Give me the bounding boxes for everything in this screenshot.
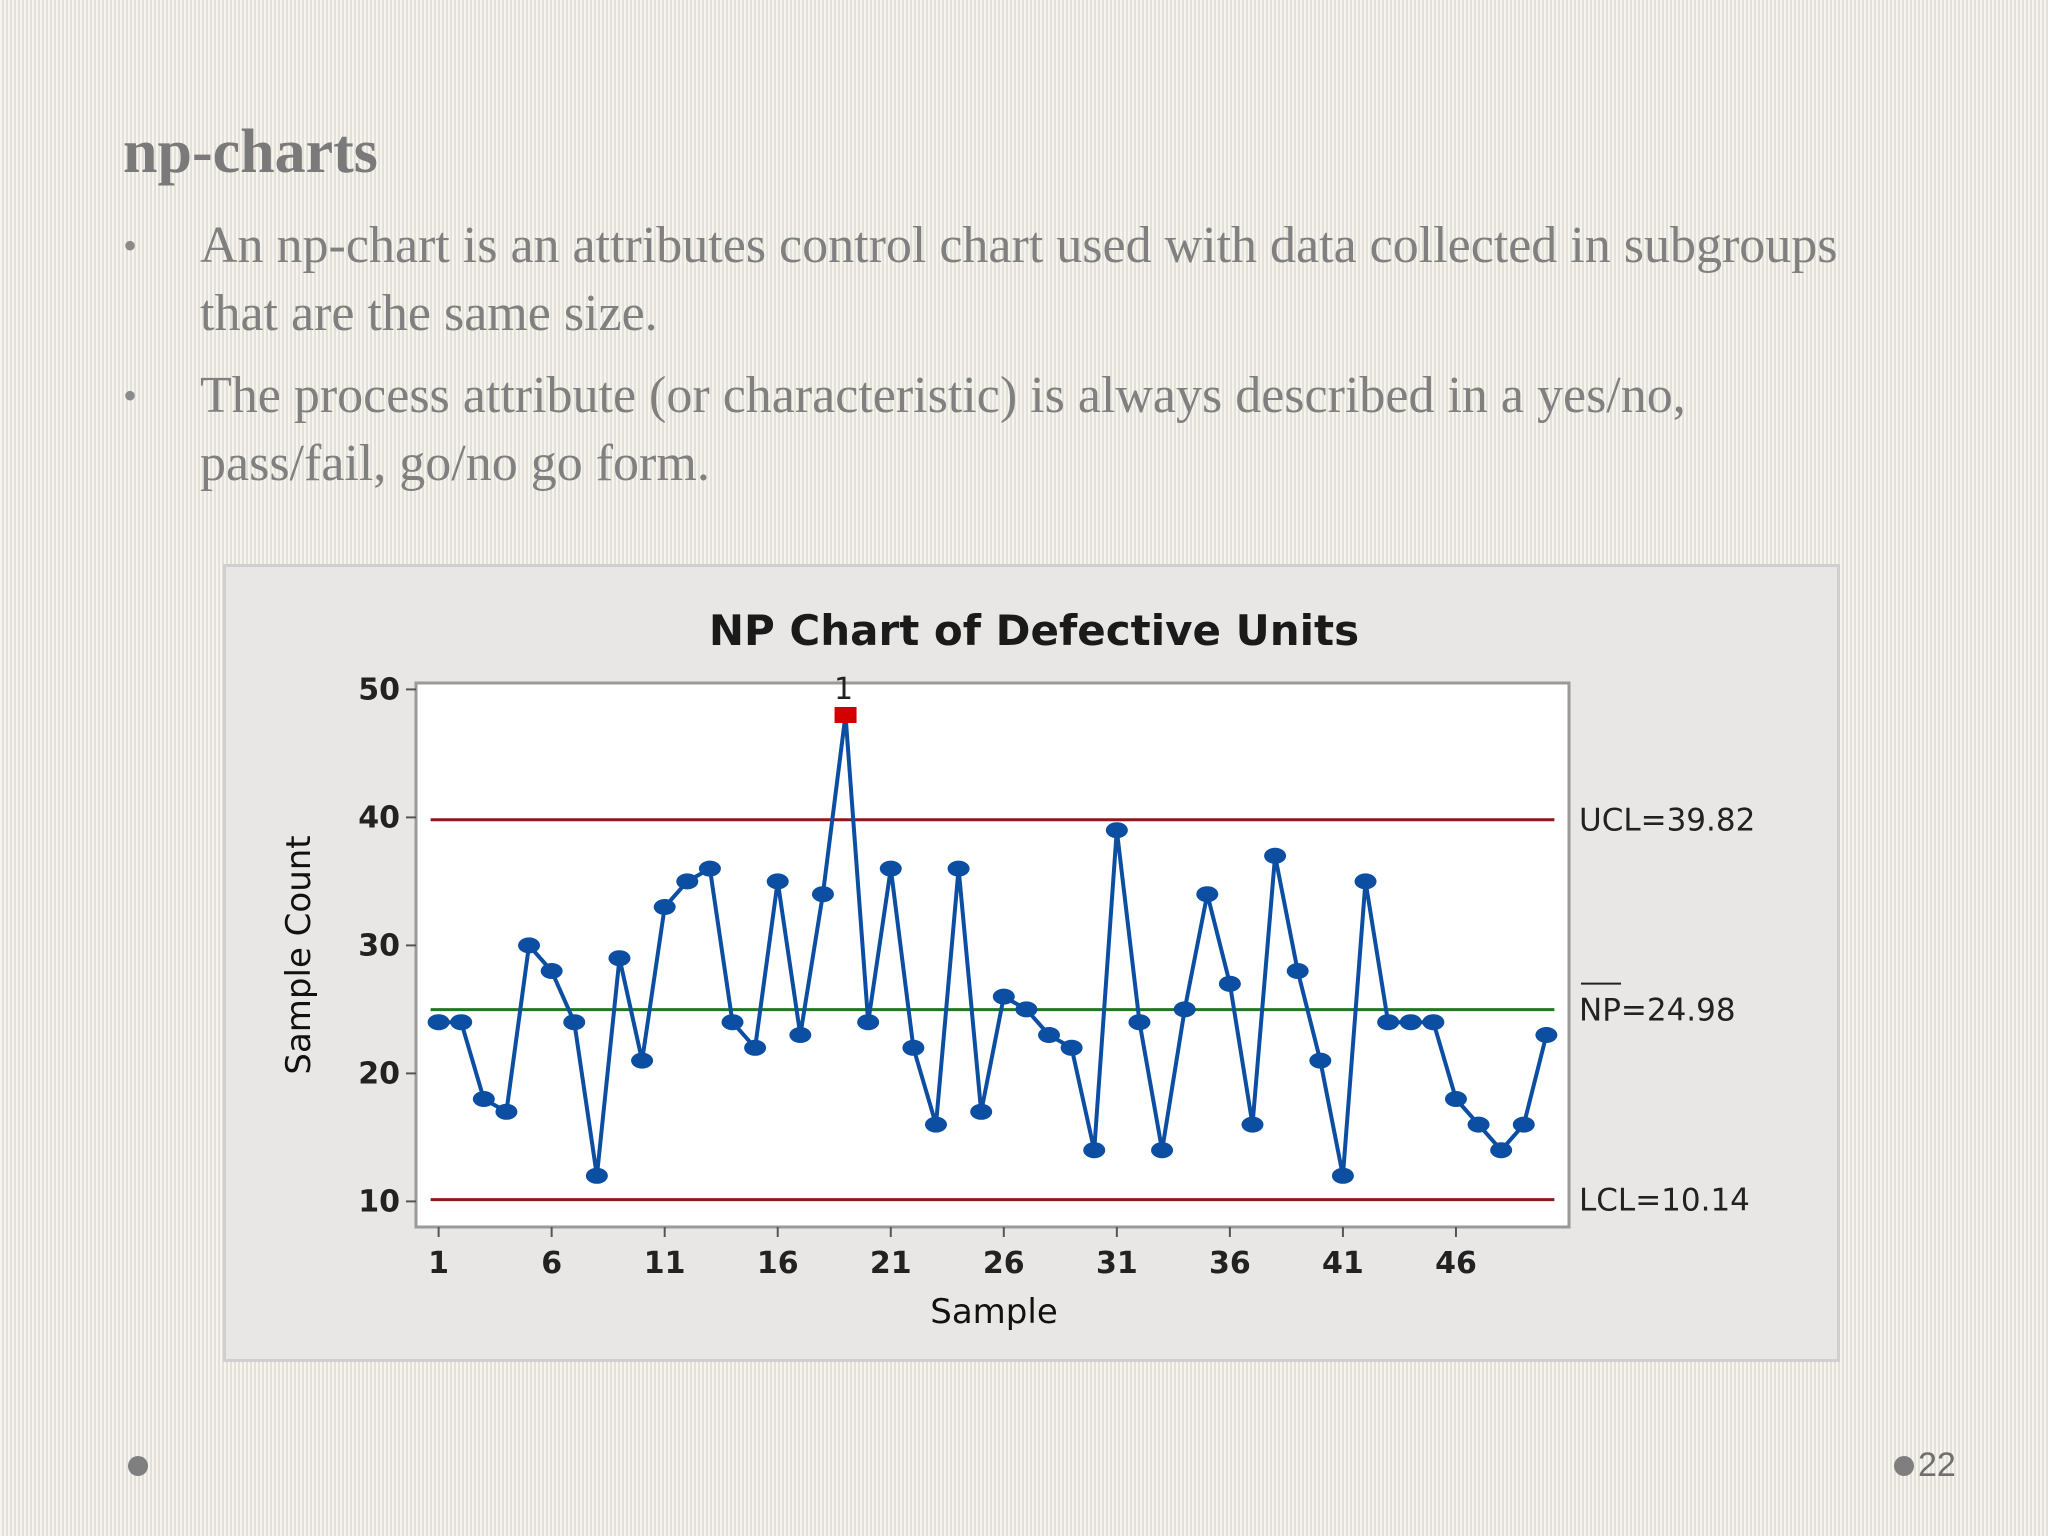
- x-tick-label: 26: [983, 1246, 1025, 1281]
- data-point: [1083, 1142, 1106, 1159]
- x-tick-label: 11: [644, 1246, 686, 1281]
- x-axis-label: Sample: [930, 1292, 1057, 1332]
- out-of-control-point: [834, 707, 857, 723]
- data-point: [1331, 1167, 1354, 1184]
- data-point: [1399, 1014, 1422, 1031]
- data-point: [811, 886, 834, 903]
- data-point: [518, 937, 541, 954]
- data-point: [653, 899, 676, 915]
- data-point: [879, 860, 902, 877]
- data-point: [585, 1167, 608, 1184]
- bullet-list: • An np-chart is an attributes control c…: [123, 212, 1883, 512]
- data-point: [1196, 886, 1219, 903]
- data-point: [698, 860, 721, 877]
- y-tick-label: 50: [358, 672, 400, 707]
- bullet-item: • The process attribute (or characterist…: [123, 362, 1883, 498]
- data-point: [902, 1039, 925, 1056]
- data-point: [744, 1039, 767, 1056]
- data-point: [857, 1014, 880, 1031]
- chart-frame: NP Chart of Defective Units 10 20 30 40 50 1…: [223, 564, 1840, 1362]
- x-tick-label: 31: [1096, 1246, 1138, 1281]
- y-tick-label: 40: [358, 800, 400, 835]
- data-point: [721, 1014, 744, 1031]
- page-number: 22: [1918, 1446, 1956, 1484]
- data-point: [1264, 847, 1287, 864]
- slide-title: np-charts: [123, 118, 378, 186]
- y-tick-label: 20: [358, 1056, 400, 1091]
- data-point: [1173, 1001, 1196, 1018]
- control-limit-labels: UCL=39.82 NP=24.98 LCL=10.14: [1579, 803, 1755, 1219]
- data-point: [1015, 1001, 1038, 1018]
- data-point: [1218, 975, 1241, 992]
- series-line: [438, 713, 1549, 1178]
- x-tick-label: 16: [757, 1246, 799, 1281]
- data-point: [427, 1014, 450, 1031]
- y-tick-label: 10: [358, 1184, 400, 1219]
- data-point: [1444, 1091, 1467, 1107]
- data-point: [766, 873, 789, 890]
- data-point: [1105, 822, 1128, 839]
- data-point: [924, 1116, 947, 1133]
- data-point: [450, 1014, 473, 1031]
- x-tick-label: 36: [1209, 1246, 1251, 1281]
- bullet-dot-icon: •: [123, 373, 138, 418]
- data-point: [1060, 1039, 1083, 1056]
- ucl-label: UCL=39.82: [1579, 803, 1755, 839]
- data-point: [608, 950, 631, 967]
- data-point: [495, 1103, 518, 1120]
- data-point: [1535, 1027, 1558, 1043]
- data-series: 1: [427, 672, 1558, 1184]
- center-line-label: NP=24.98: [1579, 993, 1736, 1029]
- np-chart: NP Chart of Defective Units 10 20 30 40 50 1…: [279, 606, 1755, 1332]
- control-limit-lines: [430, 818, 1555, 1202]
- data-point: [1241, 1116, 1264, 1133]
- data-point: [1422, 1014, 1445, 1031]
- y-tick-label: 30: [358, 928, 400, 963]
- lcl-label: LCL=10.14: [1579, 1183, 1750, 1219]
- y-axis-label: Sample Count: [279, 835, 319, 1074]
- bullet-dot-icon: •: [123, 223, 138, 268]
- data-point: [1377, 1014, 1400, 1031]
- data-point: [1490, 1142, 1513, 1159]
- data-point: [1038, 1027, 1061, 1043]
- x-tick-label: 46: [1435, 1246, 1477, 1281]
- x-tick-label: 21: [870, 1246, 912, 1281]
- data-point: [1467, 1116, 1490, 1133]
- out-of-control-label: 1: [834, 672, 853, 707]
- data-point: [676, 873, 699, 890]
- data-point: [1286, 963, 1309, 979]
- data-point: [1512, 1116, 1535, 1133]
- chart-title: NP Chart of Defective Units: [709, 606, 1359, 655]
- x-tick-label: 6: [541, 1246, 562, 1281]
- bullet-text: An np-chart is an attributes control cha…: [200, 217, 1838, 342]
- footer-dot-icon: [1894, 1456, 1914, 1476]
- x-axis: 1 6 11 16 21 26 31 36 41 46: [428, 1227, 1477, 1281]
- footer-dot-icon: [128, 1456, 148, 1476]
- data-point: [1128, 1014, 1151, 1031]
- y-axis: 10 20 30 40 50: [358, 672, 416, 1219]
- data-point: [631, 1052, 654, 1069]
- x-tick-label: 41: [1322, 1246, 1364, 1281]
- data-point: [1151, 1142, 1174, 1159]
- bullet-text: The process attribute (or characteristic…: [200, 367, 1686, 492]
- bullet-item: • An np-chart is an attributes control c…: [123, 212, 1883, 348]
- x-tick-label: 1: [428, 1246, 449, 1281]
- data-point: [563, 1014, 586, 1031]
- data-point: [1309, 1052, 1332, 1069]
- data-point: [472, 1091, 495, 1107]
- data-point: [540, 963, 563, 979]
- data-point: [789, 1027, 812, 1043]
- data-point: [947, 860, 970, 877]
- data-point: [1354, 873, 1377, 890]
- data-point: [970, 1103, 993, 1120]
- plot-area: [414, 681, 1571, 1229]
- data-point: [992, 988, 1015, 1005]
